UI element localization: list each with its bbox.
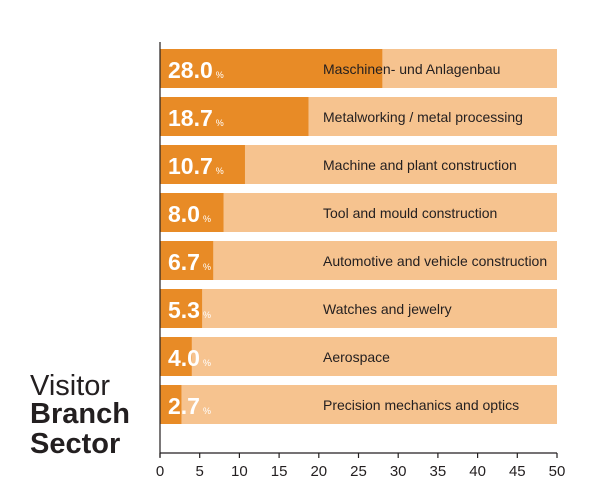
value-label: 8.0% (168, 201, 211, 227)
category-label: Watches and jewelry (323, 301, 452, 317)
category-label: Aerospace (323, 349, 390, 365)
value-label: 4.0% (168, 345, 211, 371)
bar-track (160, 337, 557, 376)
bar-track (160, 289, 557, 328)
bar (160, 193, 224, 232)
x-tick-label: 40 (469, 463, 486, 480)
category-label: Machine and plant construction (323, 157, 517, 173)
bar (160, 385, 182, 424)
x-tick-label: 5 (196, 463, 204, 480)
x-tick-label: 20 (310, 463, 327, 480)
x-tick-label: 0 (156, 463, 164, 480)
bar (160, 145, 245, 184)
bars (160, 49, 383, 424)
x-tick-label: 25 (350, 463, 367, 480)
value-label: 18.7% (168, 105, 224, 131)
value-label: 2.7% (168, 393, 211, 419)
bar-track (160, 193, 557, 232)
x-tick-label: 10 (231, 463, 248, 480)
value-label: 10.7% (168, 153, 224, 179)
bar-track (160, 241, 557, 280)
category-label: Maschinen- und Anlagenbau (323, 61, 500, 77)
bar (160, 289, 203, 328)
category-label: Precision mechanics and optics (323, 397, 519, 413)
value-labels: 28.0 % 18.7 % 10.7 % 8.0 % 6.7 % 5.3 % 4.0 % 2.7% (168, 57, 224, 419)
x-tick-label: 15 (271, 463, 288, 480)
x-tick-label: 35 (430, 463, 447, 480)
value-label: 6.7% (168, 249, 211, 275)
bar-track (160, 385, 557, 424)
category-label: Tool and mould construction (323, 205, 497, 221)
bar-tracks (160, 49, 557, 424)
bar (160, 337, 192, 376)
chart-title-line-1: Visitor (30, 370, 111, 402)
value-label: 5.3% (168, 297, 211, 323)
bar (160, 97, 309, 136)
category-label: Automotive and vehicle construction (323, 253, 547, 269)
category-labels: Maschinen- und Anlagenbau Metalworking / … (323, 61, 547, 413)
chart-title-line-3: Sector (30, 428, 121, 460)
x-axis: 0 5 10 15 20 25 30 35 40 45 50 (156, 42, 566, 480)
x-tick-label: 50 (549, 463, 566, 480)
bar (160, 241, 214, 280)
x-tick-label: 30 (390, 463, 407, 480)
value-label: 28.0% (168, 57, 224, 83)
x-tick-label: 45 (509, 463, 526, 480)
category-label: Metalworking / metal processing (323, 109, 523, 125)
chart-title-line-2: Branch (30, 398, 130, 430)
bar (160, 49, 383, 88)
